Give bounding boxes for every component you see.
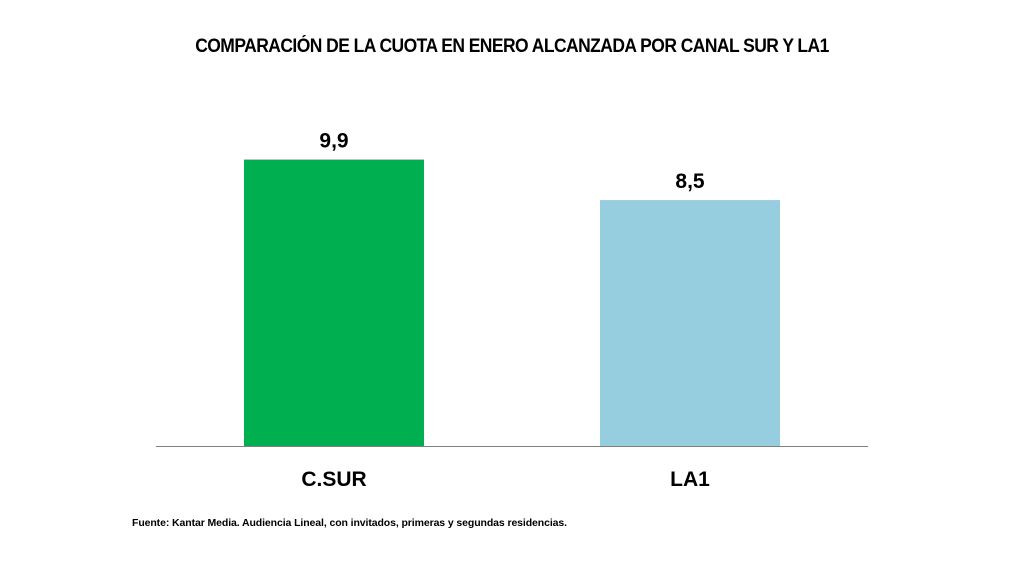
x-tick-label: C.SUR — [301, 468, 366, 491]
x-tick-label: LA1 — [670, 468, 710, 491]
bar-c-sur — [244, 159, 424, 446]
data-label: 8,5 — [675, 170, 705, 193]
data-label: 9,9 — [319, 130, 348, 153]
source-footnote: Fuente: Kantar Media. Audiencia Lineal, … — [132, 517, 567, 529]
bar-la1 — [600, 200, 780, 446]
chart-title: COMPARACIÓN DE LA CUOTA EN ENERO ALCANZA… — [195, 36, 829, 57]
